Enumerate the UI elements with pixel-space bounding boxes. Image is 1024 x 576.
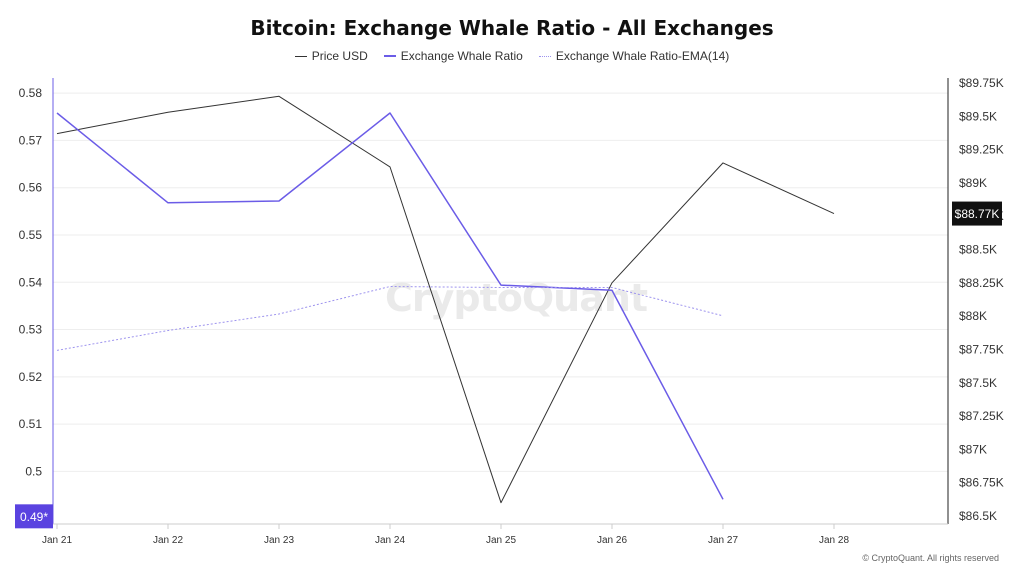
y-right-tick-label: $89K (959, 176, 987, 190)
x-tick-label: Jan 28 (819, 535, 849, 546)
y-right-tick-label: $87K (959, 442, 987, 456)
y-left-tick-label: 0.54 (19, 275, 43, 289)
y-right-tick-label: $87.25K (959, 409, 1004, 423)
x-tick-label: Jan 21 (42, 535, 72, 546)
y-left-tick-label: 0.57 (19, 133, 43, 147)
y-right-tick-label: $88.5K (959, 243, 997, 257)
legend-item-price[interactable]: Price USD (294, 49, 368, 63)
legend-label-whale-ratio: Exchange Whale Ratio (400, 49, 523, 63)
current-ratio-badge (15, 504, 53, 529)
y-right-tick-label: $89.5K (959, 109, 997, 123)
legend-swatch-whale-ratio (383, 55, 396, 57)
y-right-tick-label: $88.25K (959, 276, 1004, 290)
legend-label-price: Price USD (311, 49, 368, 63)
current-ratio-label: 0.49* (20, 510, 48, 524)
y-left-tick-label: 0.53 (19, 323, 43, 337)
y-right-tick-label: $86.5K (959, 509, 997, 523)
y-right-tick-label: $89.25K (959, 143, 1004, 157)
copyright-notice: © CryptoQuant. All rights reserved (862, 553, 999, 563)
series-line-ema[interactable] (56, 286, 724, 351)
series-line-price[interactable] (56, 95, 835, 504)
legend-item-whale-ratio[interactable]: Exchange Whale Ratio (383, 49, 523, 63)
chart-title: Bitcoin: Exchange Whale Ratio - All Exch… (250, 16, 774, 40)
y-right-tick-label: $88K (959, 309, 987, 323)
current-price-badge (952, 201, 1002, 226)
y-left-tick-label: 0.58 (19, 86, 43, 100)
x-tick-label: Jan 27 (708, 535, 738, 546)
y-left-tick-label: 0.52 (19, 370, 43, 384)
legend-item-ema[interactable]: Exchange Whale Ratio-EMA(14) (538, 49, 730, 63)
current-price-label: $88.77K (955, 207, 1000, 221)
x-tick-label: Jan 22 (153, 535, 183, 546)
y-left-tick-label: 0.5 (25, 464, 42, 478)
y-left-tick-label: 0.51 (19, 417, 43, 431)
y-left-tick-label: 0.56 (19, 181, 43, 195)
y-right-tick-label: $89.75K (959, 76, 1004, 90)
series-line-whale-ratio[interactable] (56, 112, 724, 500)
x-tick-label: Jan 26 (597, 535, 627, 546)
x-tick-label: Jan 24 (375, 535, 405, 546)
legend: Price USD Exchange Whale Ratio Exchange … (0, 49, 1024, 63)
x-tick-label: Jan 25 (486, 535, 516, 546)
x-tick-label: Jan 23 (264, 535, 294, 546)
y-right-tick-label: $87.75K (959, 342, 1004, 356)
legend-swatch-ema (538, 55, 551, 57)
y-right-tick-label: $87.5K (959, 376, 997, 390)
y-left-tick-label: 0.55 (19, 228, 43, 242)
legend-label-ema: Exchange Whale Ratio-EMA(14) (555, 49, 730, 63)
legend-swatch-price (294, 55, 307, 57)
y-right-tick-label: $86.75K (959, 476, 1004, 490)
